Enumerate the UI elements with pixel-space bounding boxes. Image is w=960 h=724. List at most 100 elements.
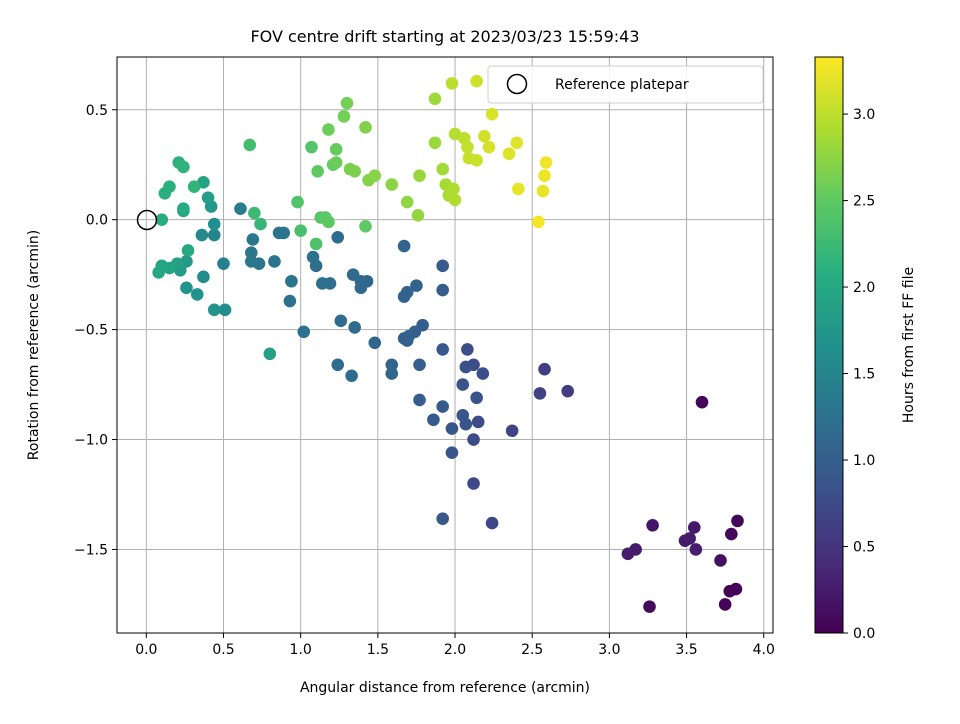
data-point: [254, 217, 267, 231]
data-point: [397, 290, 411, 303]
data-point: [177, 160, 190, 174]
data-point: [243, 138, 257, 152]
data-point: [207, 217, 221, 231]
colorbar-tick-label: 0.5: [853, 540, 875, 556]
data-point: [197, 270, 210, 284]
x-tick-label: 4.0: [753, 642, 775, 658]
data-point: [348, 165, 362, 178]
data-point: [683, 532, 696, 545]
colorbar-tick-label: 2.5: [853, 194, 875, 210]
data-point: [729, 582, 743, 596]
data-points: [152, 74, 744, 613]
data-point: [447, 182, 460, 196]
data-point: [456, 409, 470, 422]
data-point: [448, 193, 462, 207]
data-point: [471, 415, 485, 429]
data-point: [272, 226, 286, 240]
data-point: [155, 213, 169, 226]
data-point: [532, 215, 545, 229]
data-point: [297, 325, 311, 339]
data-point: [436, 343, 449, 356]
data-point: [294, 224, 307, 237]
data-point: [731, 514, 744, 528]
x-tick-label: 0.0: [135, 642, 157, 658]
y-tick-label: 0.5: [86, 103, 108, 119]
plot-frame: [116, 56, 774, 634]
x-tick-label: 1.5: [367, 642, 389, 658]
data-point: [348, 321, 362, 334]
colorbar-label: Hours from first FF file: [901, 267, 917, 423]
data-point: [337, 110, 351, 123]
data-point: [283, 294, 297, 308]
data-point: [315, 277, 329, 290]
data-point: [359, 219, 372, 233]
data-point: [244, 255, 258, 268]
data-point: [714, 554, 727, 567]
data-point: [459, 360, 473, 374]
data-point: [467, 433, 480, 446]
data-point: [436, 512, 449, 525]
data-point: [285, 274, 298, 288]
x-axis-label: Angular distance from reference (arcmin): [300, 680, 590, 696]
colorbar-tick-label: 1.5: [853, 367, 875, 383]
legend-reference-marker: [506, 73, 528, 95]
data-point: [485, 516, 499, 530]
x-tick-label: 3.0: [598, 642, 620, 658]
data-point: [385, 178, 399, 191]
data-point: [478, 129, 491, 143]
data-point: [461, 343, 474, 356]
data-point: [309, 237, 323, 251]
data-point: [329, 143, 343, 156]
legend-box: [487, 65, 764, 104]
data-point: [445, 77, 459, 90]
x-tick-label: 2.5: [521, 642, 543, 658]
data-point: [482, 140, 496, 154]
data-point: [536, 184, 550, 198]
data-point: [234, 202, 247, 215]
data-point: [718, 598, 732, 611]
legend: Reference platepar: [487, 65, 764, 104]
y-tick-label: 0.0: [86, 213, 108, 229]
data-point: [695, 395, 709, 409]
data-point: [538, 362, 551, 376]
data-point: [152, 266, 165, 279]
y-axis-ticks: 0.5 0.0 −0.5 −1.0 −1.5: [74, 103, 117, 558]
data-point: [436, 259, 449, 273]
data-point: [476, 367, 490, 380]
data-point: [646, 518, 659, 532]
colorbar-tick-label: 1.0: [853, 453, 875, 469]
data-point: [413, 169, 426, 183]
data-point: [331, 230, 345, 244]
data-point: [470, 154, 483, 167]
data-point: [445, 422, 459, 435]
data-point: [334, 314, 348, 328]
data-point: [561, 384, 575, 398]
data-point: [467, 477, 480, 490]
y-tick-label: −1.5: [74, 542, 108, 558]
data-point: [190, 288, 204, 301]
x-tick-label: 0.5: [212, 642, 234, 658]
data-point: [643, 600, 656, 613]
x-tick-label: 1.0: [290, 642, 312, 658]
data-point: [539, 156, 553, 169]
data-point: [163, 180, 176, 194]
colorbar-tick-label: 3.0: [853, 107, 875, 123]
legend-label: Reference platepar: [555, 77, 689, 93]
data-point: [248, 206, 261, 220]
data-point: [217, 257, 230, 270]
data-point: [322, 215, 335, 229]
data-point: [485, 107, 499, 121]
colorbar-ticks: 0.0 0.5 1.0 1.5 2.0 2.5 3.0: [843, 107, 875, 642]
data-point: [329, 156, 343, 169]
data-point: [436, 400, 449, 413]
colorbar: 0.0 0.5 1.0 1.5 2.0 2.5 3.0 Hours from first F…: [814, 56, 917, 642]
data-point: [427, 413, 440, 427]
data-point: [505, 424, 519, 438]
data-point: [368, 336, 382, 350]
data-point: [538, 169, 551, 183]
data-point: [410, 279, 423, 292]
data-point: [207, 228, 221, 242]
chart-title: FOV centre drift starting at 2023/03/23 …: [250, 27, 639, 46]
data-point: [470, 74, 483, 88]
